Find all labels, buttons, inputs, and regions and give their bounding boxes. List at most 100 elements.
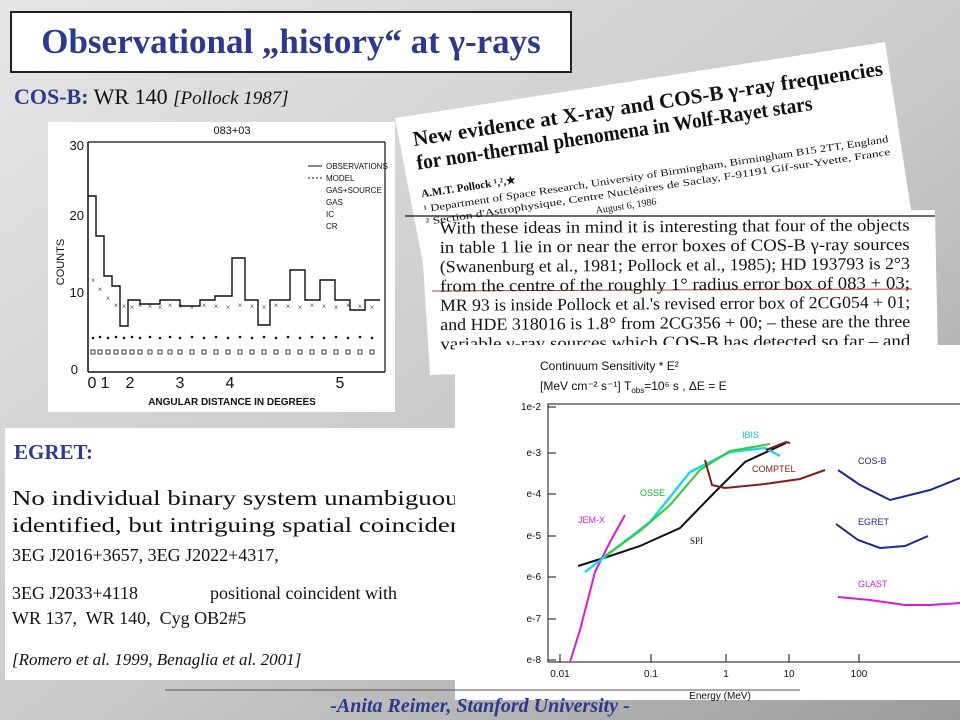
y-tick-label: e-4 (527, 489, 542, 500)
cr-symbol (177, 349, 183, 355)
figure-title: Continuum Sensitivity * E² (540, 359, 679, 373)
instrument-label: IBIS (742, 430, 759, 440)
model-symbol: × (106, 294, 111, 303)
x-tick-label: 2 (126, 375, 135, 392)
instrument-label: SPI (690, 536, 703, 546)
gas-symbol (274, 336, 278, 340)
paper-body-line: (Swanenburg et al., 1981; Pollock et al.… (440, 254, 910, 276)
x-axis-label: Energy (MeV) (689, 691, 751, 702)
cr-symbol (237, 349, 243, 355)
paper-body-line: from the centre of the roughly 1° radius… (440, 273, 910, 295)
model-symbol: × (214, 302, 219, 311)
egret-box (5, 428, 505, 680)
model-symbol: × (274, 301, 279, 310)
paper-body-line: and HDE 318016 is 1.8° from 2CG356 + 00;… (440, 312, 910, 334)
osse-curve (604, 443, 771, 557)
gas-symbol (310, 335, 314, 339)
conditions-symbol: T (624, 379, 632, 393)
x-tick-label: 0.01 (550, 669, 570, 680)
x-tick-label: 5 (336, 375, 345, 392)
gas-symbol (148, 335, 152, 339)
cr-symbol (357, 349, 363, 355)
model-symbol: × (114, 301, 119, 310)
title-box (10, 11, 572, 73)
gas-symbol (106, 336, 110, 340)
gas-symbol (214, 335, 218, 339)
sensitivity-figure: Continuum Sensitivity * E² [MeV cm⁻² s⁻¹… (455, 345, 960, 702)
y-tick-label: e-8 (527, 655, 542, 666)
gas-symbol (250, 336, 254, 340)
instrument-label: JEM-X (578, 515, 605, 525)
gas-symbol (370, 336, 374, 340)
cr-symbol (249, 349, 255, 355)
y-tick-label: e-6 (527, 572, 542, 583)
model-symbol: × (202, 301, 207, 310)
gas-symbol (130, 335, 134, 339)
gas-symbol (358, 335, 362, 339)
comptel-curve (765, 440, 791, 451)
gas-symbol (262, 335, 266, 339)
comptel-curve (704, 459, 826, 490)
footer: -Anita Reimer, Stanford University - (330, 695, 629, 717)
model-symbol: × (334, 303, 339, 312)
y-tick-label: e-5 (527, 531, 542, 542)
paper-body-line: With these ideas in mind it is interesti… (439, 215, 909, 237)
x-tick-label: 10 (783, 669, 795, 680)
model-symbol: × (226, 303, 231, 312)
model-symbol: × (238, 301, 243, 310)
conditions-subscript: obs (631, 386, 644, 395)
instrument-label: EGRET (858, 517, 890, 527)
model-symbol: × (122, 302, 127, 311)
glast-curve (837, 596, 960, 606)
cr-symbol (345, 349, 351, 355)
egret-line: No individual binary system unambiguousl… (12, 486, 491, 510)
egret-curve (835, 523, 929, 550)
instrument-label: GLAST (858, 579, 888, 589)
cr-symbol (121, 349, 127, 355)
model-symbol: × (148, 302, 153, 311)
x-tick-label: 3 (176, 375, 185, 392)
figure-background (48, 122, 395, 412)
model-symbol: × (178, 302, 183, 311)
gas-symbol (226, 336, 230, 340)
paper-body-line: in table 1 lie in or near the error boxe… (440, 235, 910, 257)
egret-sources: 3EG J2016+3657, 3EG J2022+4317, (12, 545, 279, 565)
figure-conditions: Tobs=10⁶ s , ΔE = E (624, 379, 727, 395)
cr-symbol (97, 349, 103, 355)
paper-body-background (420, 210, 938, 375)
model-symbol: × (250, 302, 255, 311)
cosb-figure: 083+03 0 10 20 30 COUNTS 0 1 2 3 4 5 ANG… (48, 122, 395, 412)
gas-symbol (346, 336, 350, 340)
model-symbol: × (130, 303, 135, 312)
model-symbol: × (91, 276, 96, 285)
model-symbol: × (370, 303, 375, 312)
y-tick-label: 0 (71, 362, 78, 377)
gas-symbol (158, 336, 162, 340)
instrument-label: COMPTEL (752, 464, 796, 474)
gas-symbol (114, 335, 118, 339)
cosb-curve (837, 469, 960, 502)
cosb-reference: [Pollock 1987] (173, 88, 289, 109)
cr-symbol (309, 349, 315, 355)
paper-body: With these ideas in mind it is interesti… (439, 215, 910, 353)
cosb-label: COS-B: (14, 84, 89, 109)
cr-symbol (369, 349, 375, 355)
egret-coincidence: positional coincident with (210, 583, 397, 603)
cosb-source: WR 140 (94, 84, 168, 109)
cosb-heading: COS-B: WR 140 [Pollock 1987] (14, 84, 289, 109)
gas-symbol (298, 336, 302, 340)
legend-label: GAS (326, 198, 343, 207)
legend-label: OBSERVATIONS (326, 162, 388, 171)
cr-symbol (147, 349, 153, 355)
cr-symbol (201, 349, 207, 355)
cr-symbol (189, 349, 195, 355)
gas-symbol (322, 336, 326, 340)
y-tick-label: e-3 (527, 448, 542, 459)
model-symbol: × (168, 301, 173, 310)
model-symbol: × (298, 303, 303, 312)
cr-symbol (157, 349, 163, 355)
gas-symbol (138, 336, 142, 340)
legend-label: IC (326, 210, 334, 219)
figure-legend: OBSERVATIONS MODEL GAS+SOURCE GAS IC CR (308, 162, 388, 231)
